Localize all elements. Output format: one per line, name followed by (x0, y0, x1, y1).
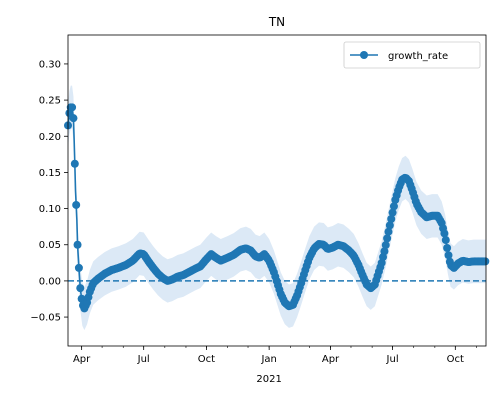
y-axis-ticks: −0.05 0.00 0.05 0.10 0.15 0.20 0.25 0.30 (30, 59, 68, 324)
data-point (69, 114, 78, 123)
y-tick-label: 0.15 (39, 168, 61, 179)
x-axis-ticks: Apr Jul Oct Jan Apr Jul Oct (73, 346, 477, 365)
data-point (76, 284, 85, 293)
x-tick-label: Oct (447, 354, 464, 365)
y-tick-label: 0.25 (39, 96, 61, 107)
data-point (72, 200, 81, 209)
data-point (444, 251, 453, 260)
data-point (385, 221, 394, 230)
data-point (440, 229, 449, 238)
data-point (380, 247, 389, 256)
data-point (481, 257, 490, 266)
x-tick-label: Jul (137, 354, 150, 365)
x-tick-label: Oct (198, 354, 215, 365)
x-tick-label: Apr (73, 354, 91, 365)
legend-marker-sample (360, 51, 368, 59)
axes-frame (67, 34, 487, 347)
x-tick-label: Jan (260, 354, 276, 365)
y-tick-label: −0.05 (30, 313, 61, 324)
data-point (387, 215, 396, 223)
x-tick-label: Apr (322, 354, 340, 365)
x-axis-year-label: 2021 (256, 374, 281, 385)
data-point (68, 103, 77, 112)
data-point (383, 234, 392, 243)
y-tick-label: 0.20 (39, 132, 61, 143)
legend: growth_rate (343, 41, 481, 69)
data-point (388, 208, 397, 217)
series-growth-rate (64, 103, 490, 313)
legend-box (343, 41, 481, 69)
data-point (73, 240, 82, 249)
data-point (389, 202, 398, 211)
x-tick-label: Jul (386, 354, 399, 365)
chart-title: TN (268, 15, 285, 29)
data-point (443, 244, 452, 252)
data-point (381, 241, 390, 250)
legend-label-growth-rate: growth_rate (388, 51, 448, 62)
data-point (74, 263, 83, 272)
data-point (441, 236, 450, 245)
data-point (70, 159, 79, 168)
y-tick-label: 0.30 (39, 59, 61, 70)
y-tick-label: 0.10 (39, 204, 61, 215)
y-tick-label: 0.00 (39, 276, 61, 287)
y-tick-label: 0.05 (39, 240, 61, 251)
data-point (384, 227, 393, 236)
